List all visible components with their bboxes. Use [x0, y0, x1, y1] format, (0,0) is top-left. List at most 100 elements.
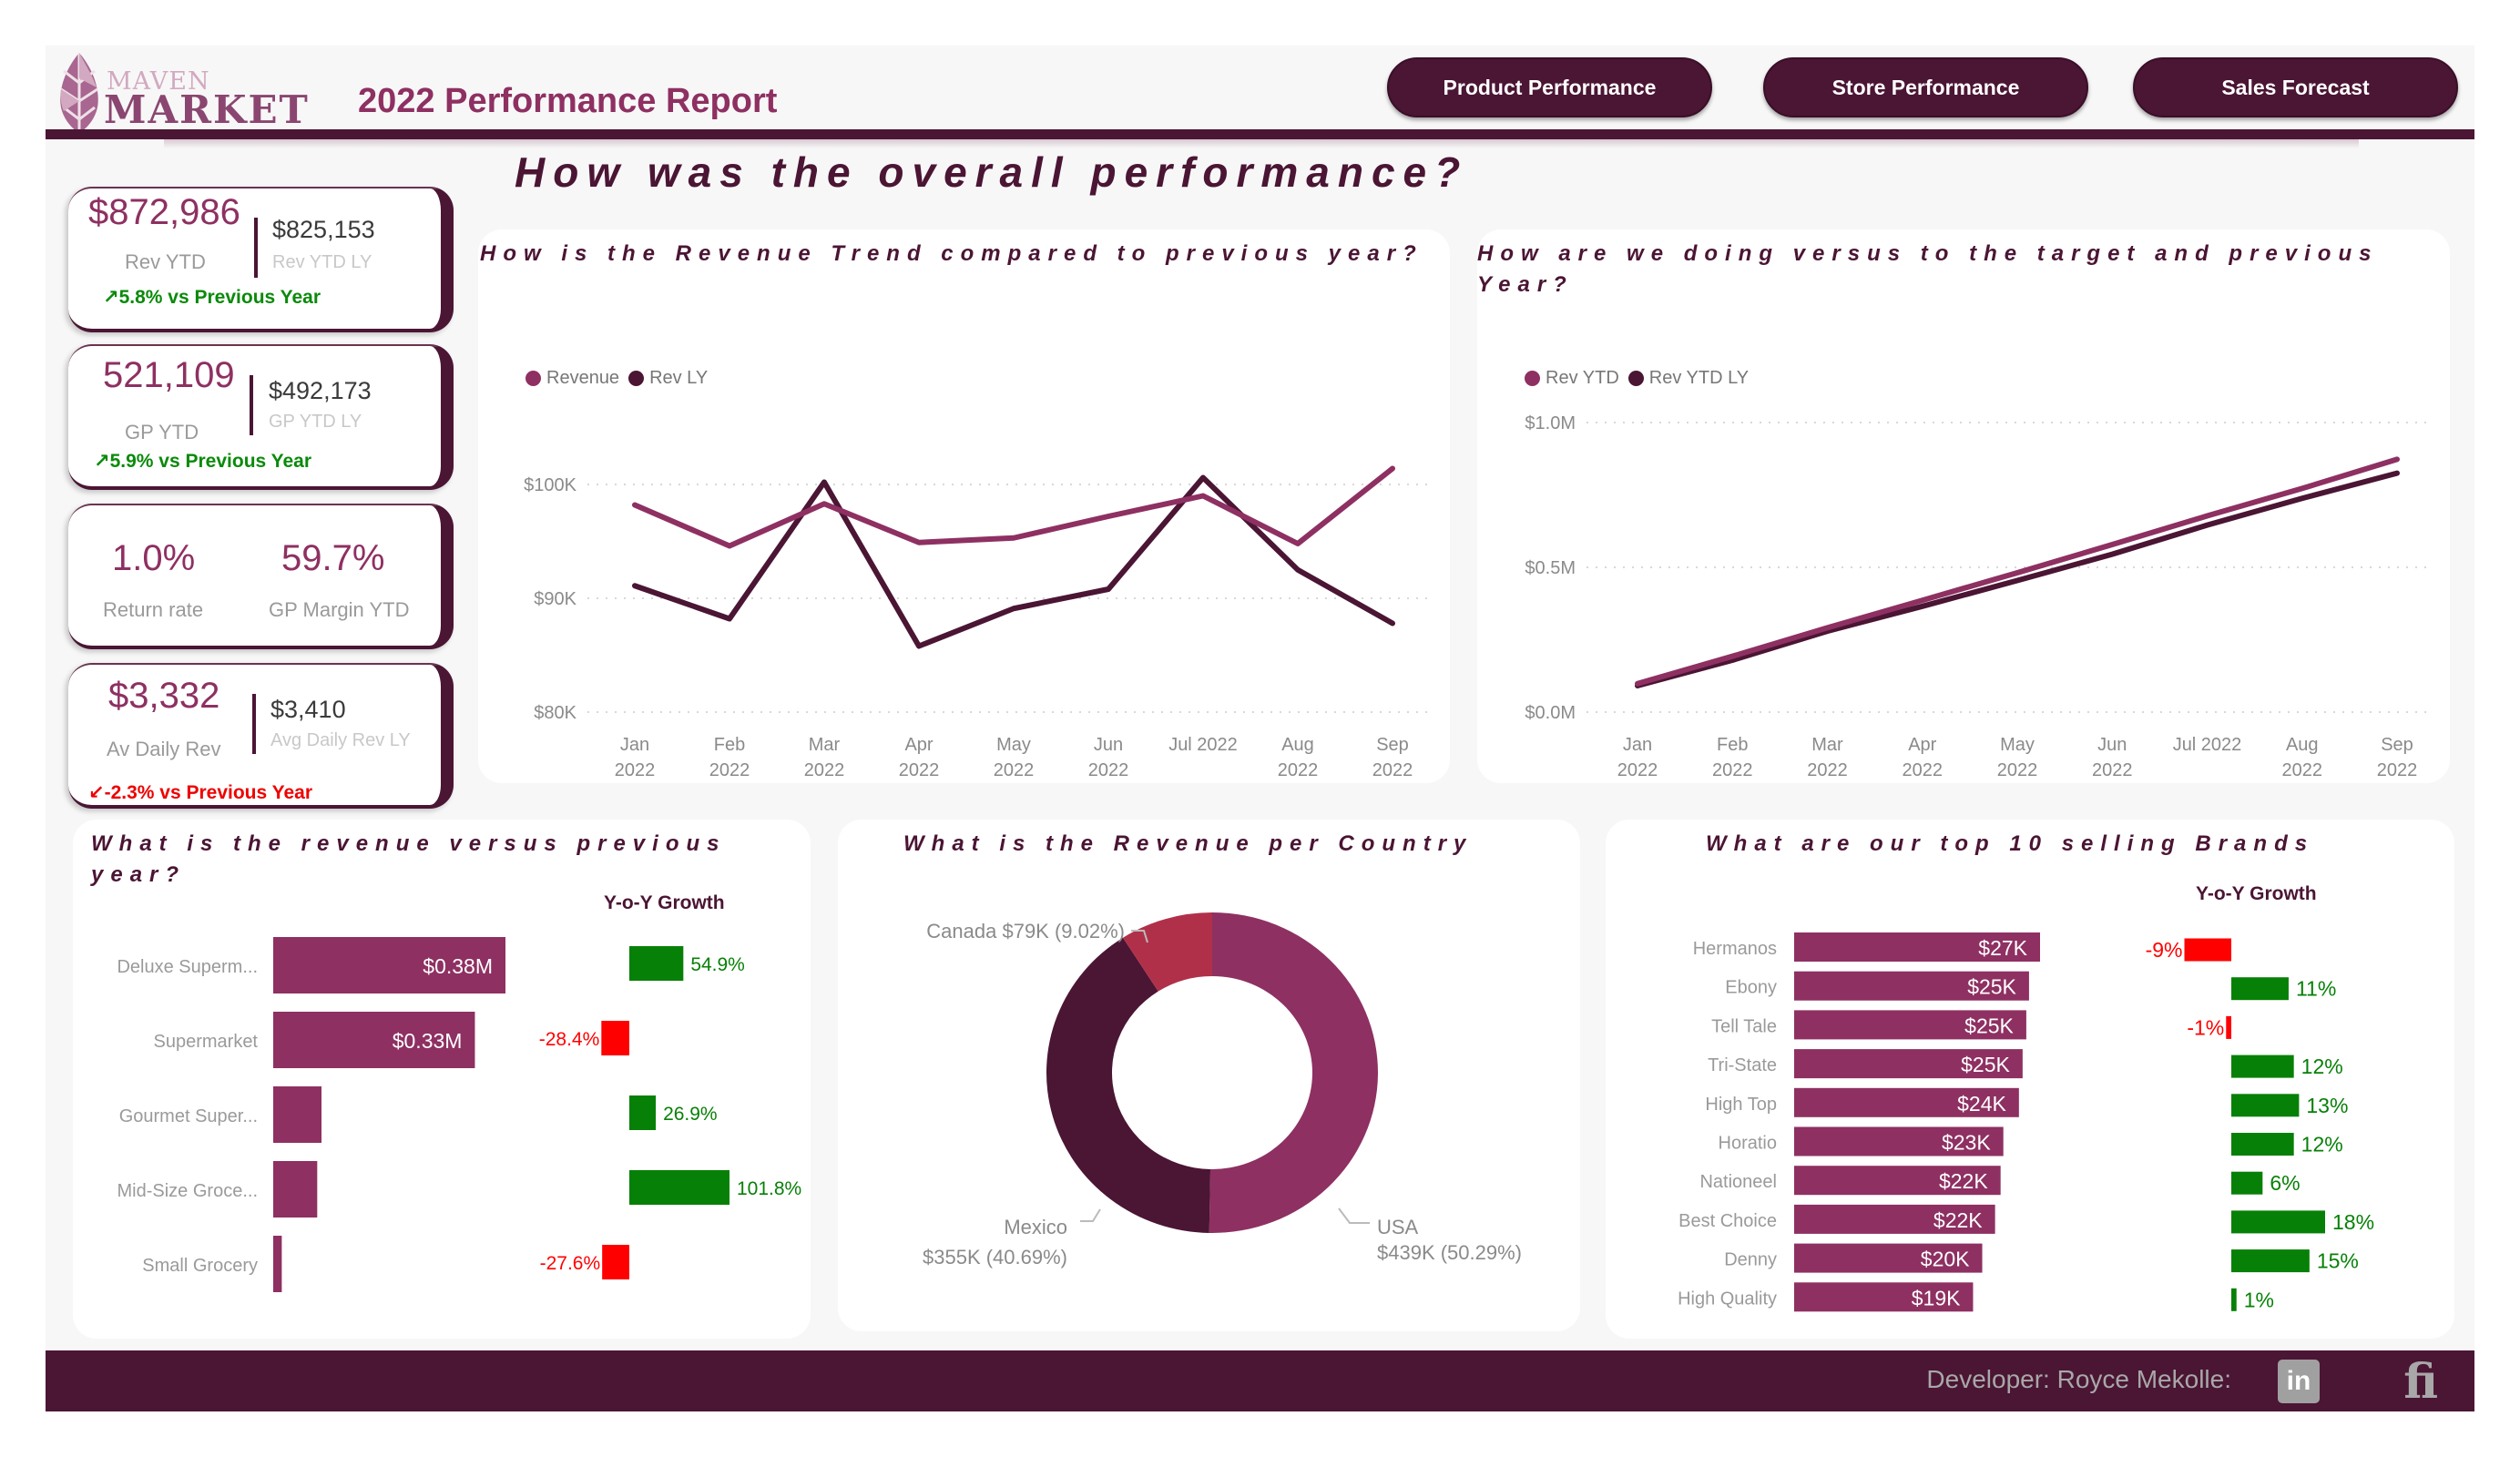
growth-bar	[602, 1245, 629, 1279]
growth-label: 11%	[2296, 977, 2336, 1001]
x-tick-label: Jan	[1623, 735, 1652, 755]
bar-value-label: $0.38M	[423, 954, 493, 978]
growth-label: 13%	[2306, 1094, 2348, 1117]
rev-delta: ↗5.8% vs Previous Year	[103, 287, 321, 308]
series-line-revenue	[632, 465, 1395, 549]
gp-delta: ↗5.9% vs Previous Year	[94, 451, 312, 472]
donut-label-canada: Canada $79K (9.02%)	[926, 920, 1125, 942]
category-label: Tri-State	[1708, 1055, 1777, 1075]
bar	[1794, 1282, 1974, 1312]
bar-value-label: $27K	[1978, 936, 2027, 960]
leaf-icon	[60, 53, 98, 133]
bar-value-label: $19K	[1912, 1286, 1961, 1309]
growth-bar	[2231, 977, 2289, 1001]
rev-ytd-label: Rev YTD	[125, 250, 206, 273]
growth-label: 101.8%	[737, 1178, 801, 1199]
growth-label: -28.4%	[539, 1029, 600, 1050]
bar	[273, 1161, 318, 1218]
bar	[1794, 1010, 2026, 1040]
donut-label-usa: USA	[1377, 1216, 1419, 1238]
legend-dot-rev-ly	[628, 371, 645, 386]
category-label: Ebony	[1725, 978, 1777, 998]
bar	[1794, 1243, 1983, 1273]
donut-slice-mexico	[1046, 937, 1211, 1233]
growth-label: 6%	[2270, 1171, 2300, 1195]
bar	[1794, 1049, 2023, 1079]
store-type-card: What is the revenue versus previous year…	[73, 820, 811, 1339]
growth-label: -9%	[2146, 938, 2183, 962]
fi-icon[interactable]: fi	[2403, 1354, 2438, 1410]
growth-bar	[2231, 1249, 2310, 1273]
gp-ytd-ly-value: $492,173	[269, 377, 372, 404]
x-tick-label: Jul 2022	[1168, 735, 1238, 755]
revenue-trend-card: How is the Revenue Trend compared to pre…	[478, 229, 1450, 783]
bar	[273, 937, 505, 993]
y-tick-label: $80K	[534, 703, 576, 723]
ytd-vs-ly-title: How are we doing versus to the target an…	[1477, 241, 2379, 297]
product-performance-button[interactable]: Product Performance	[1387, 57, 1712, 117]
category-label: Best Choice	[1678, 1211, 1777, 1231]
report-title: 2022 Performance Report	[358, 82, 778, 120]
y-tick-label: $0.0M	[1525, 703, 1576, 723]
store-type-title: What is the revenue versus previous year…	[91, 831, 727, 887]
x-tick-label: Feb	[714, 735, 745, 755]
avg-daily-rev-ly-value: $3,410	[270, 696, 346, 723]
legend-dot-rev-ytd-ly	[1627, 371, 1644, 386]
store-performance-button[interactable]: Store Performance	[1763, 57, 2088, 117]
bar	[1794, 1087, 2019, 1117]
growth-label: 26.9%	[663, 1104, 718, 1125]
x-tick-label: Sep	[1376, 735, 1409, 755]
growth-label: -1%	[2187, 1015, 2224, 1039]
x-tick-label: 2022	[804, 760, 845, 780]
revenue-trend-legend: Revenue Rev LY	[525, 368, 708, 389]
growth-bar	[2231, 1055, 2294, 1078]
maven-market-logo: MAVEN MARKET	[56, 51, 308, 135]
bar-value-label: $22K	[1933, 1208, 1983, 1232]
bar	[1794, 1166, 2001, 1196]
leader-line	[1338, 1207, 1370, 1224]
top-brands-title: What are our top 10 selling Brands	[1706, 831, 2315, 856]
bar-value-label: $25K	[1964, 1014, 2014, 1037]
sales-forecast-button[interactable]: Sales Forecast	[2133, 57, 2458, 117]
linkedin-icon[interactable]: in	[2278, 1360, 2320, 1403]
growth-bar	[2231, 1210, 2325, 1234]
avg-daily-rev-ly-label: Avg Daily Rev LY	[270, 730, 411, 750]
growth-label: 18%	[2332, 1210, 2374, 1234]
category-label: High Top	[1705, 1095, 1777, 1115]
category-label: High Quality	[1678, 1289, 1777, 1309]
x-tick-label: 2022	[1712, 760, 1753, 780]
y-tick-label: $100K	[524, 475, 576, 495]
x-tick-label: 2022	[1807, 760, 1848, 780]
y-tick-label: $0.5M	[1525, 558, 1576, 578]
gp-margin-label: GP Margin YTD	[269, 598, 410, 621]
donut-slice-usa	[1209, 912, 1378, 1233]
leader-line	[1080, 1208, 1101, 1222]
country-revenue-card: What is the Revenue per Country Canada $…	[838, 820, 1580, 1331]
store-type-chart: Deluxe Superm... $0.38M 54.9% Supermarket $0…	[117, 937, 801, 1292]
main-heading: How was the overall performance?	[515, 148, 1469, 196]
x-tick-label: Sep	[2381, 735, 2413, 755]
x-tick-label: 2022	[709, 760, 750, 780]
category-label: Denny	[1724, 1250, 1777, 1270]
kpi-card-daily-revenue: $3,332 Av Daily Rev $3,410 Avg Daily Rev…	[68, 663, 454, 809]
x-tick-label: Jun	[1094, 735, 1123, 755]
legend-label-rev-ytd: Rev YTD	[1546, 368, 1619, 388]
category-label: Deluxe Superm...	[117, 957, 258, 977]
donut-label-usa-value: $439K (50.29%)	[1377, 1241, 1522, 1264]
rev-ytd-ly-label: Rev YTD LY	[272, 252, 372, 272]
bar-value-label: $24K	[1957, 1092, 2006, 1116]
gp-ytd-value: 521,109	[103, 355, 235, 395]
x-tick-label: 2022	[994, 760, 1035, 780]
x-tick-label: Jun	[2097, 735, 2127, 755]
series-line-rev-ytd-ly	[1635, 470, 2400, 689]
country-revenue-title: What is the Revenue per Country	[903, 831, 1474, 856]
kpi-separator	[254, 218, 258, 278]
growth-label: 12%	[2301, 1055, 2343, 1078]
growth-bar	[2231, 1171, 2263, 1195]
x-tick-label: Mar	[1811, 735, 1843, 755]
store-growth-header: Y-o-Y Growth	[604, 892, 725, 913]
x-tick-label: 2022	[2377, 760, 2418, 780]
logo-text-market: MARKET	[104, 87, 310, 132]
leader-line	[1131, 930, 1148, 943]
x-tick-label: Aug	[1281, 735, 1314, 755]
